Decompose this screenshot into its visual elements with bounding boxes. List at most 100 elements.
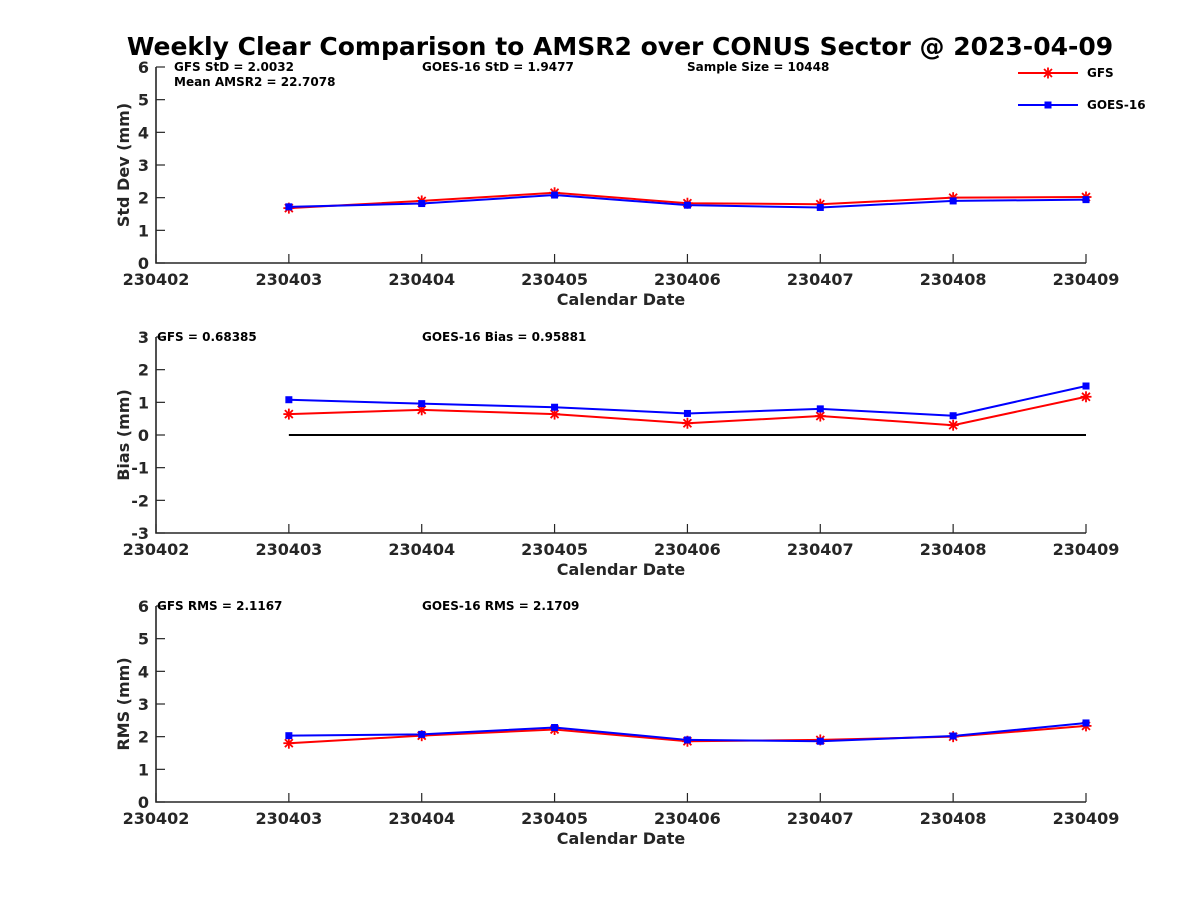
y-tick-label: 2: [138, 361, 149, 380]
data-point-asterisk: [814, 410, 826, 422]
data-point-square: [949, 197, 957, 205]
y-tick-label: 3: [138, 328, 149, 347]
stat-annotation: GOES-16 StD = 1.9477: [422, 60, 574, 74]
y-tick-label: 1: [138, 221, 149, 240]
series-goes-16: [285, 719, 1090, 745]
y-tick-label: 0: [138, 426, 149, 445]
y-tick-label: 6: [138, 597, 149, 616]
data-point-square: [418, 200, 426, 208]
x-tick-label: 230406: [654, 809, 721, 828]
y-tick-label: 1: [138, 760, 149, 779]
chart-panel-3: 0 1 2 3 4 5 6 230402 230403 230404 230405 230406 230…: [114, 597, 1119, 848]
data-point-asterisk: [1080, 391, 1092, 403]
stat-annotation: GFS RMS = 2.1167: [157, 599, 282, 613]
series-gfs: [283, 391, 1092, 431]
data-point-square: [683, 201, 691, 209]
data-point-square: [683, 409, 691, 417]
x-axis-label: Calendar Date: [557, 829, 686, 848]
x-axis-label: Calendar Date: [557, 290, 686, 309]
y-axis-label: RMS (mm): [114, 657, 133, 750]
data-point-square: [285, 732, 293, 740]
y-tick-label: 3: [138, 695, 149, 714]
x-tick-label: 230402: [123, 809, 190, 828]
chart-panel-1: 0 1 2 3 4 5 6 230402 230403 230404 230405 230406 230…: [114, 58, 1119, 309]
x-tick-label: 230405: [521, 809, 588, 828]
data-point-square: [949, 412, 957, 420]
x-tick-label: 230409: [1053, 540, 1120, 559]
x-tick-label: 230403: [255, 809, 322, 828]
x-tick-label: 230403: [255, 540, 322, 559]
x-tick-label: 230402: [123, 540, 190, 559]
x-tick-label: 230408: [920, 809, 987, 828]
y-tick-label: 2: [138, 728, 149, 747]
y-tick-label: 5: [138, 630, 149, 649]
x-tick-label: 230408: [920, 540, 987, 559]
data-point-square: [683, 736, 691, 744]
data-point-square: [551, 724, 559, 732]
y-tick-label: 1: [138, 393, 149, 412]
y-tick-label: 4: [138, 662, 149, 681]
x-tick-label: 230404: [388, 809, 455, 828]
axis-lines: [155, 606, 1086, 803]
x-tick-label: 230403: [255, 270, 322, 289]
legend-label: GFS: [1087, 66, 1114, 80]
x-tick-label: 230407: [787, 809, 854, 828]
y-tick-label: 3: [138, 156, 149, 175]
legend-marker: [1044, 101, 1052, 109]
stat-annotation: Mean AMSR2 = 22.7078: [174, 75, 335, 89]
x-tick-label: 230404: [388, 270, 455, 289]
y-axis-label: Std Dev (mm): [114, 103, 133, 227]
data-point-square: [418, 730, 426, 738]
y-tick-label: -2: [131, 491, 149, 510]
x-tick-label: 230409: [1053, 270, 1120, 289]
x-tick-label: 230407: [787, 270, 854, 289]
data-point-square: [551, 191, 559, 199]
data-point-square: [1082, 719, 1090, 727]
legend-item-gfs: GFS: [1018, 66, 1114, 80]
series-goes-16: [285, 382, 1090, 420]
data-point-asterisk: [283, 737, 295, 749]
legend-item-goes-16: GOES-16: [1018, 98, 1146, 112]
data-point-square: [949, 732, 957, 740]
y-tick-label: -1: [131, 459, 149, 478]
x-tick-label: 230408: [920, 270, 987, 289]
y-tick-label: 4: [138, 123, 149, 142]
legend-label: GOES-16: [1087, 98, 1146, 112]
x-tick-label: 230406: [654, 540, 721, 559]
series-goes-16: [285, 191, 1090, 211]
y-tick-label: 0: [138, 254, 149, 273]
chart-title: Weekly Clear Comparison to AMSR2 over CO…: [127, 32, 1113, 61]
stat-annotation: GOES-16 Bias = 0.95881: [422, 330, 586, 344]
data-point-asterisk: [283, 408, 295, 420]
x-tick-label: 230406: [654, 270, 721, 289]
y-tick-label: 5: [138, 91, 149, 110]
data-point-square: [816, 203, 824, 211]
x-tick-label: 230409: [1053, 809, 1120, 828]
data-point-asterisk: [681, 417, 693, 429]
y-tick-label: 2: [138, 189, 149, 208]
data-point-square: [551, 403, 559, 411]
stat-annotation: Sample Size = 10448: [687, 60, 829, 74]
x-tick-label: 230402: [123, 270, 190, 289]
x-tick-label: 230405: [521, 540, 588, 559]
data-point-square: [418, 400, 426, 408]
y-tick-label: 0: [138, 793, 149, 812]
y-axis-label: Bias (mm): [114, 389, 133, 481]
y-tick-label: 6: [138, 58, 149, 77]
data-point-square: [1082, 196, 1090, 204]
legend: GFS GOES-16: [1018, 66, 1146, 112]
x-tick-label: 230405: [521, 270, 588, 289]
x-tick-label: 230407: [787, 540, 854, 559]
y-tick-label: -3: [131, 524, 149, 543]
x-axis-label: Calendar Date: [557, 560, 686, 579]
data-point-square: [816, 405, 824, 413]
axis-lines: [155, 67, 1086, 264]
stat-annotation: GFS = 0.68385: [157, 330, 257, 344]
x-tick-label: 230404: [388, 540, 455, 559]
data-point-square: [285, 396, 293, 404]
stat-annotation: GOES-16 RMS = 2.1709: [422, 599, 579, 613]
data-point-square: [1082, 382, 1090, 390]
legend-marker: [1043, 68, 1053, 78]
